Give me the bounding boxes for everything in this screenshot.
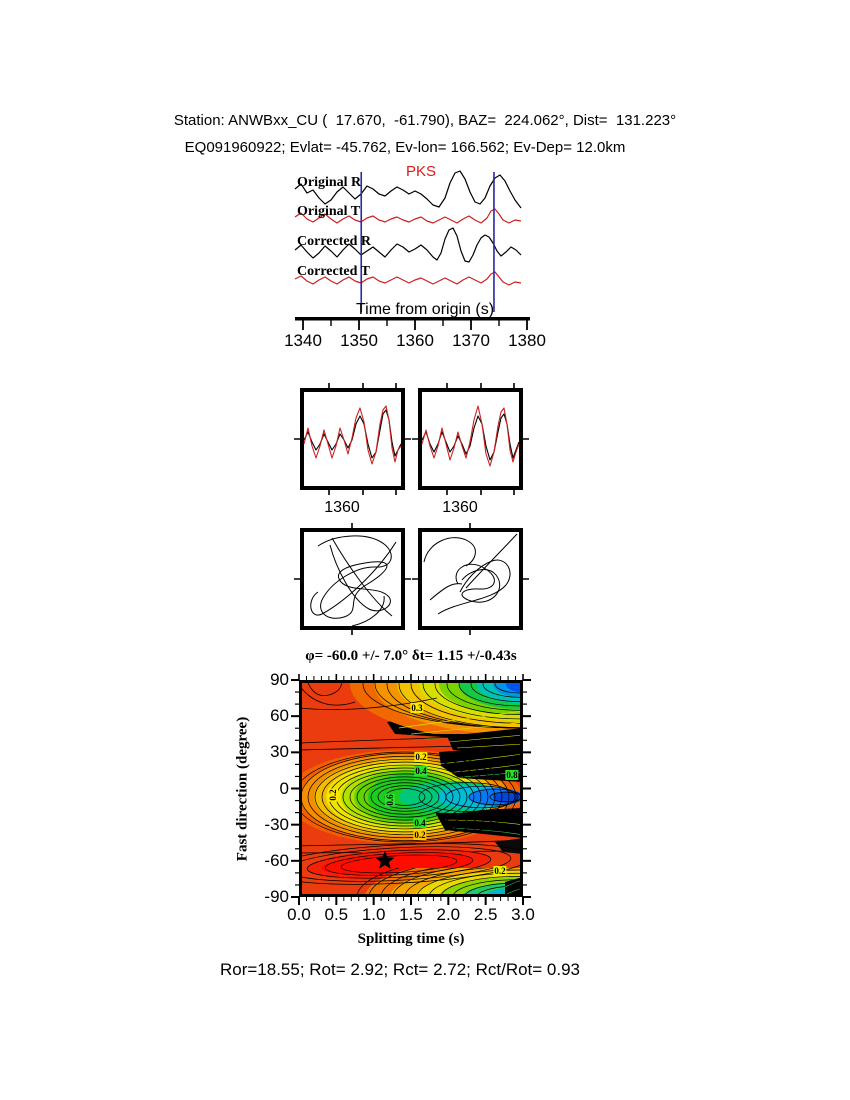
contour-level-label: 0.2 (414, 752, 428, 762)
time-axis-label: Time from origin (s) (355, 301, 495, 318)
contour-xtick-label: 1.0 (361, 905, 386, 924)
contour-level-label: 0.6 (385, 793, 395, 807)
figure-title: Station: ANWBxx_CU ( 17.670, -61.790), B… (173, 112, 677, 129)
top-right-fan (350, 680, 523, 734)
contour-ytick-label: -30 (264, 814, 289, 834)
contour-level-label: 0.8 (505, 770, 519, 780)
trace-label: Original T (297, 204, 361, 219)
panel-time-label: 1360 (324, 499, 360, 516)
time-tick-label: 1380 (508, 331, 546, 350)
contour-ytick-label: -90 (264, 887, 289, 906)
window-panel-box-left (300, 388, 405, 490)
contour-xtick-label: 1.5 (399, 905, 423, 924)
contour-ytick-label: 60 (270, 706, 289, 726)
contour-level-label: 0.3 (410, 703, 424, 713)
particle-panel-box-left (300, 528, 405, 630)
time-tick-label: 1340 (284, 331, 322, 350)
time-tick-label: 1370 (452, 331, 490, 350)
contour-level-label: 0.4 (413, 818, 427, 828)
contour-plot-border (299, 680, 523, 897)
panel-time-label: 1360 (442, 499, 478, 516)
contour-ytick-label: 90 (270, 670, 289, 689)
result-stats: Ror=18.55; Rot= 2.92; Rct= 2.72; Rct/Rot… (219, 960, 581, 979)
contour-xlabel: Splitting time (s) (357, 931, 465, 947)
contour-level-label: 0.2 (328, 788, 338, 802)
figure-subtitle: EQ091960922; Evlat= -45.762, Ev-lon= 166… (184, 139, 626, 156)
contour-xtick-label: 2.0 (436, 905, 461, 924)
contour-ytick-label: 30 (270, 742, 289, 762)
contour-level-label: 0.2 (413, 830, 427, 840)
trace-label: Original R (297, 175, 362, 190)
contour-ytick-label: -60 (264, 850, 289, 870)
contour-xtick-label: 0.0 (287, 905, 311, 924)
contour-level-label: 0.4 (414, 766, 428, 776)
time-tick-label: 1350 (340, 331, 378, 350)
contour-xtick-label: 2.5 (473, 905, 498, 924)
phase-label: PKS (406, 163, 437, 180)
contour-level-label: 0.2 (493, 866, 507, 876)
contour-xtick-label: 0.5 (324, 905, 349, 924)
contour-xtick-label: 3.0 (511, 905, 535, 924)
particle-panel-box-right (418, 528, 523, 630)
contour-ytick-label: 0 (279, 778, 289, 798)
trace-label: Corrected T (297, 264, 370, 279)
misfit-color-field (299, 680, 523, 897)
trace-label: Corrected R (297, 234, 371, 249)
contour-title: φ= -60.0 +/- 7.0° δt= 1.15 +/-0.43s (305, 648, 517, 664)
window-panel-box-right (418, 388, 523, 490)
time-tick-label: 1360 (396, 331, 434, 350)
